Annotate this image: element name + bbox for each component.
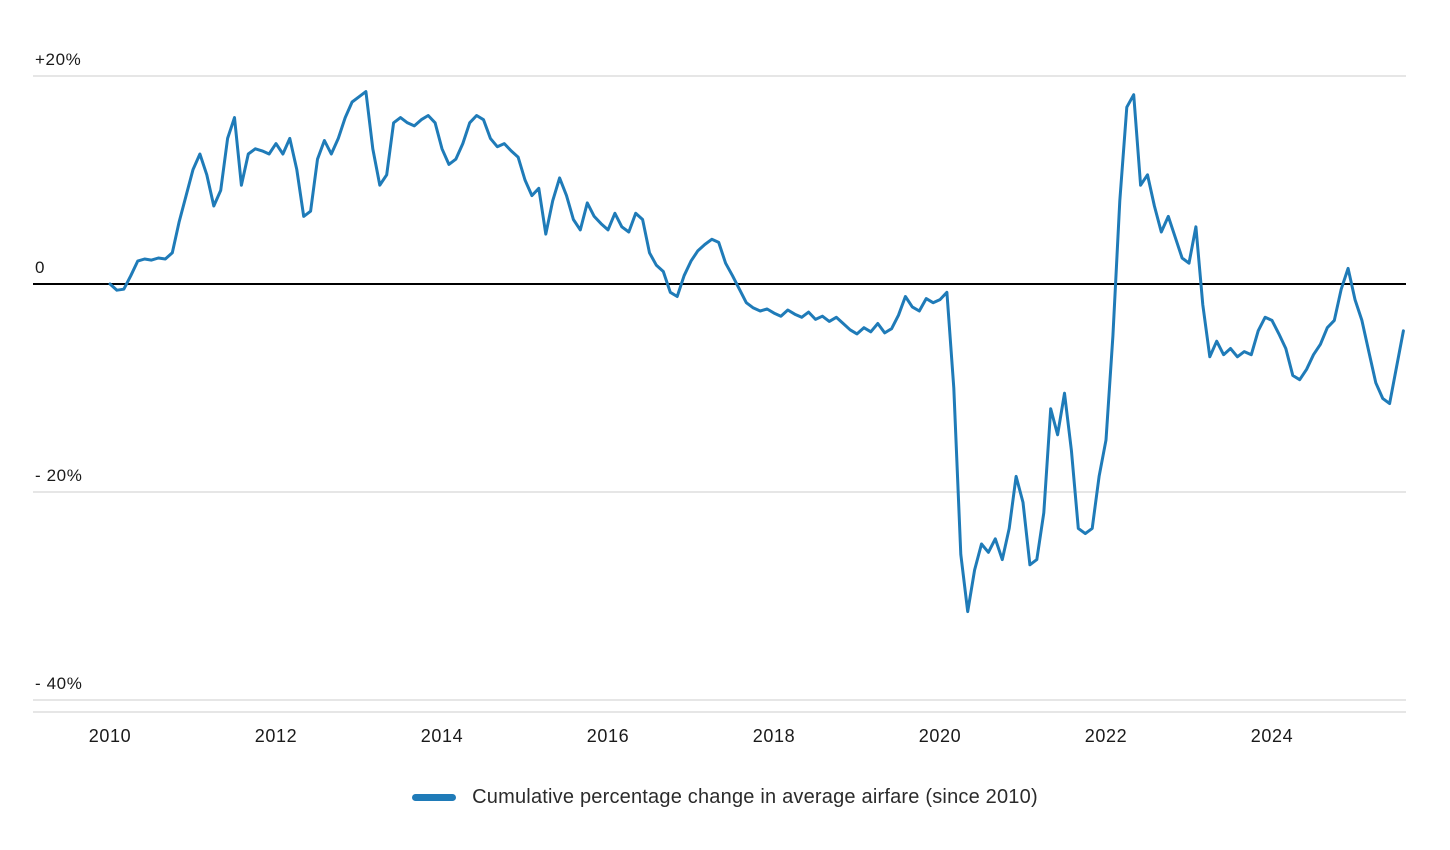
x-tick-label: 2016 [587,726,629,746]
x-tick-label: 2024 [1251,726,1293,746]
y-tick-label: - 40% [35,674,82,693]
x-tick-label: 2020 [919,726,961,746]
x-tick-label: 2022 [1085,726,1127,746]
x-tick-label: 2014 [421,726,463,746]
legend-line-swatch [412,794,457,801]
y-axis-labels: +20% 0 - 20% - 40% [35,50,82,693]
x-tick-label: 2010 [89,726,131,746]
y-tick-label: - 20% [35,466,82,485]
x-tick-label: 2012 [255,726,297,746]
legend: Cumulative percentage change in average … [0,786,1450,809]
legend-label: Cumulative percentage change in average … [472,786,1038,808]
airfare-series-line [108,90,1405,614]
x-tick-label: 2018 [753,726,795,746]
chart-canvas: +20% 0 - 20% - 40% 2010 2012 2014 2016 2018 2020… [33,50,1406,746]
x-axis-labels: 2010 2012 2014 2016 2018 2020 2022 2024 [89,726,1293,746]
y-tick-label: +20% [35,50,81,69]
line-chart: +20% 0 - 20% - 40% 2010 2012 2014 2016 2018 2020… [33,50,1406,746]
gridlines [33,75,1406,713]
y-tick-label: 0 [35,258,45,277]
